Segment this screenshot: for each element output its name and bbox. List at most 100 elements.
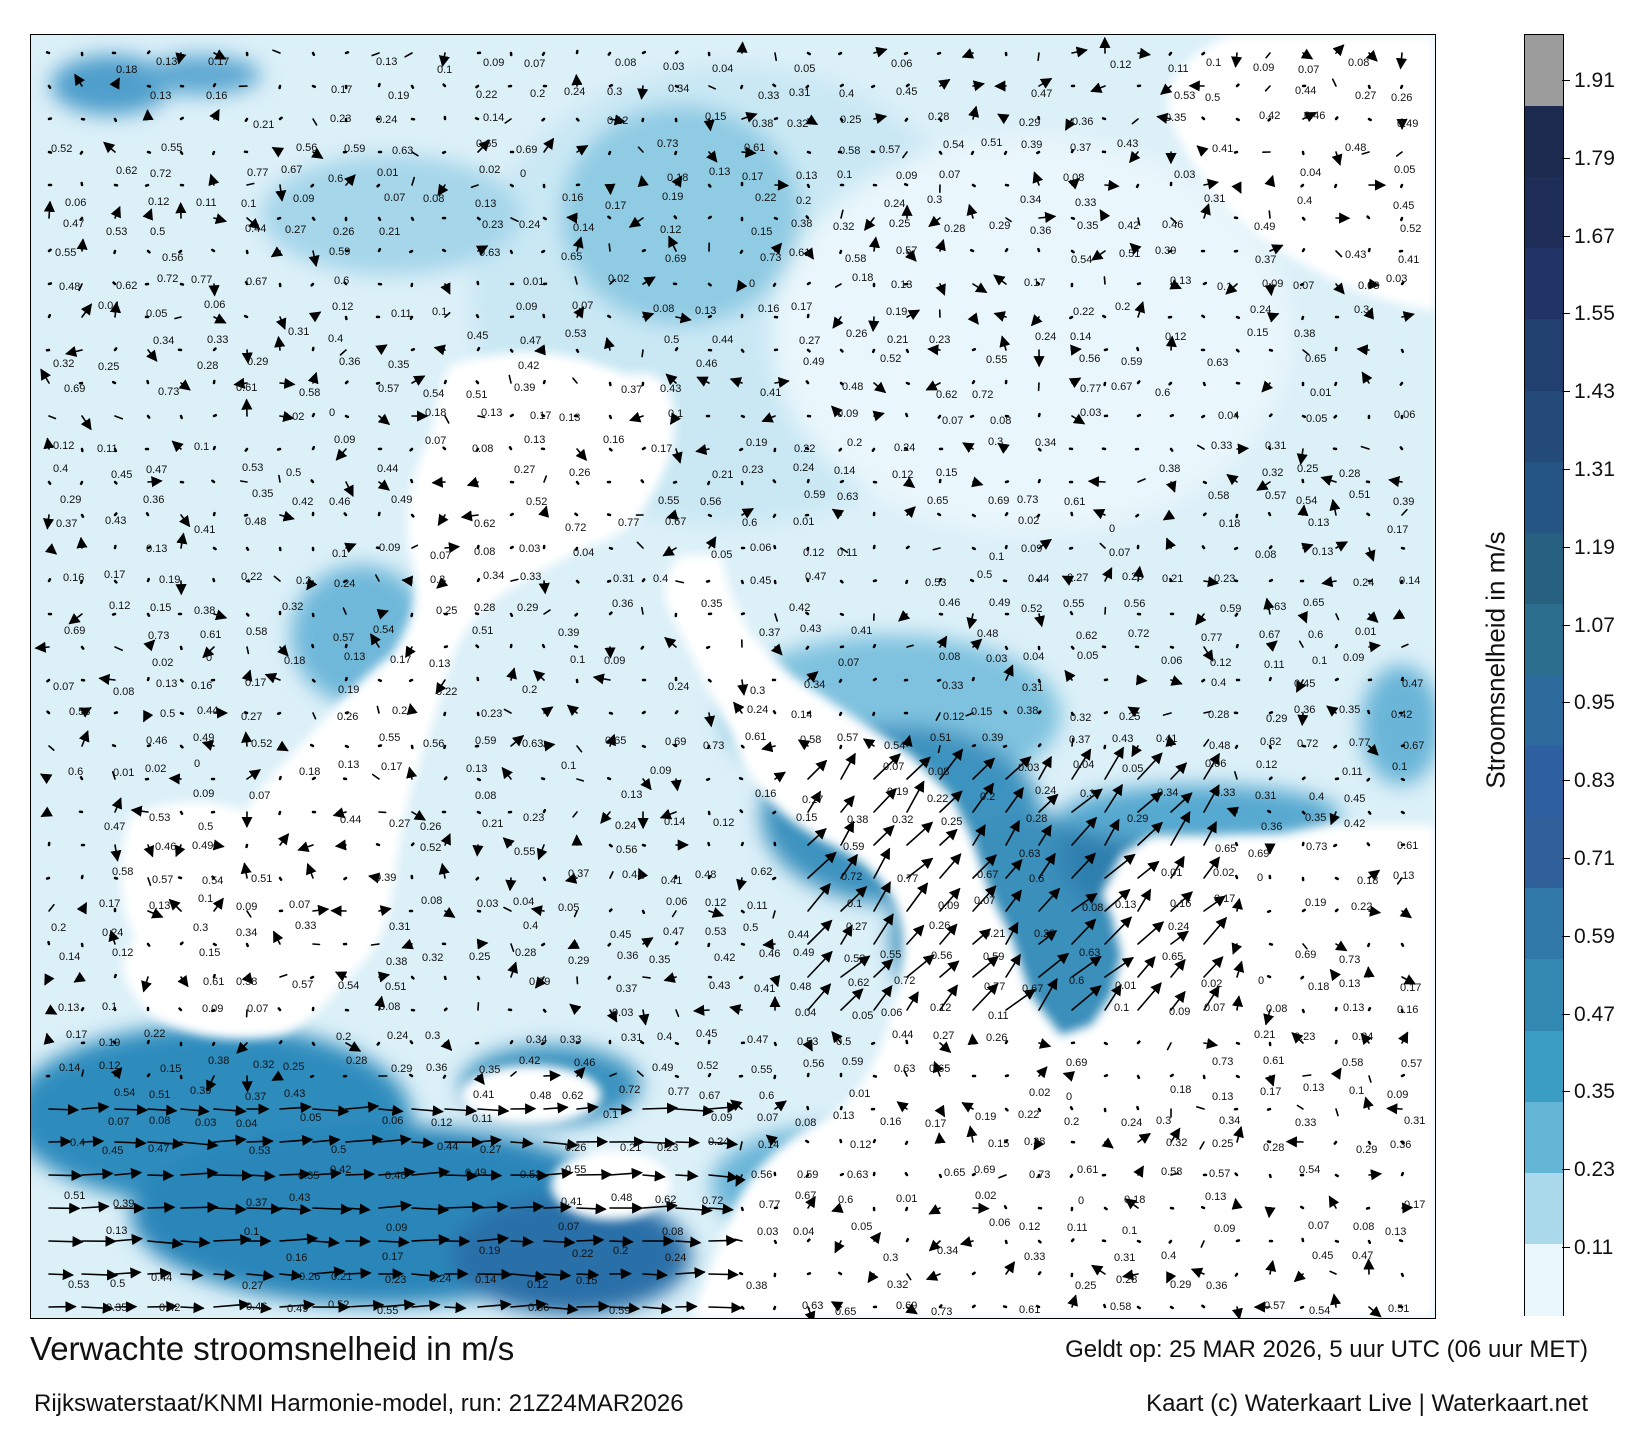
current-speed-label: 0.06 bbox=[1205, 758, 1226, 770]
current-arrow bbox=[241, 669, 253, 682]
current-arrow bbox=[1037, 710, 1042, 715]
current-arrow bbox=[1264, 1074, 1276, 1087]
current-arrow bbox=[213, 1203, 247, 1215]
current-speed-label: 0.25 bbox=[1297, 463, 1318, 475]
current-arrow bbox=[839, 479, 845, 484]
current-speed-label: 0.41 bbox=[194, 524, 215, 536]
current-arrow bbox=[443, 1007, 448, 1012]
current-speed-label: 0.32 bbox=[833, 221, 854, 233]
current-arrow bbox=[971, 676, 975, 682]
current-speed-label: 0.18 bbox=[852, 272, 873, 284]
current-speed-label: 0.57 bbox=[837, 732, 858, 744]
current-speed-label: 0.23 bbox=[385, 1274, 406, 1286]
current-arrow bbox=[797, 739, 811, 751]
current-arrow bbox=[607, 942, 612, 947]
current-arrow bbox=[79, 579, 84, 585]
current-speed-label: 0.37 bbox=[568, 868, 589, 880]
current-arrow bbox=[871, 447, 876, 452]
current-arrow bbox=[972, 80, 985, 92]
current-arrow bbox=[1256, 480, 1271, 491]
current-arrow bbox=[212, 445, 216, 451]
current-speed-label: 0.42 bbox=[1118, 220, 1139, 232]
current-arrow bbox=[371, 773, 380, 780]
current-arrow bbox=[1367, 1239, 1372, 1245]
current-speed-label: 0.34 bbox=[483, 570, 504, 582]
current-arrow bbox=[1233, 150, 1239, 154]
current-speed-label: 0.5 bbox=[331, 1144, 346, 1156]
current-arrow bbox=[608, 843, 613, 848]
current-arrow bbox=[213, 609, 228, 621]
current-speed-label: 0.24 bbox=[894, 442, 915, 454]
current-speed-label: 0.02 bbox=[1018, 515, 1039, 527]
current-arrow bbox=[971, 183, 976, 188]
current-arrow bbox=[1330, 1293, 1342, 1308]
current-speed-label: 0.32 bbox=[253, 1059, 274, 1071]
current-speed-label: 0.03 bbox=[1386, 273, 1407, 285]
current-speed-label: 0.59 bbox=[1121, 356, 1142, 368]
current-arrow bbox=[1399, 84, 1404, 90]
current-arrow bbox=[1203, 752, 1220, 780]
current-arrow bbox=[477, 1268, 513, 1281]
current-arrow bbox=[501, 766, 513, 780]
current-arrow bbox=[437, 183, 449, 197]
current-speed-map[interactable]: 0.18 0.13 0.17 0.13 0.1 0.09 0.07 0.08 0.03 0.04 0… bbox=[30, 34, 1436, 1319]
current-arrow bbox=[1235, 1074, 1240, 1079]
current-arrow bbox=[670, 778, 682, 792]
current-speed-label: 0 bbox=[329, 407, 335, 419]
current-arrow bbox=[475, 245, 489, 256]
current-arrow bbox=[444, 542, 461, 554]
current-arrow bbox=[693, 1004, 710, 1016]
current-arrow bbox=[675, 1105, 715, 1117]
current-arrow bbox=[608, 908, 613, 913]
current-speed-label: 0.26 bbox=[565, 1142, 586, 1154]
current-arrow bbox=[1203, 985, 1220, 1011]
current-speed-label: 0.1 bbox=[194, 441, 209, 453]
current-arrow bbox=[344, 676, 348, 682]
current-arrow bbox=[79, 776, 84, 781]
current-speed-label: 0.32 bbox=[282, 601, 303, 613]
current-arrow bbox=[575, 117, 580, 122]
current-speed-label: 0.24 bbox=[1121, 1117, 1142, 1129]
current-arrow bbox=[1203, 821, 1217, 846]
current-arrow bbox=[932, 1060, 944, 1077]
current-arrow bbox=[111, 612, 117, 616]
current-speed-label: 0.48 bbox=[245, 516, 266, 528]
current-arrow bbox=[444, 1104, 478, 1116]
current-arrow bbox=[971, 1172, 976, 1177]
current-speed-label: 0.19 bbox=[746, 437, 767, 449]
current-speed-label: 0.59 bbox=[344, 143, 365, 155]
current-speed-label: 0.59 bbox=[329, 246, 350, 258]
current-speed-label: 0.19 bbox=[662, 191, 683, 203]
current-arrow bbox=[1301, 908, 1306, 913]
current-speed-label: 0.09 bbox=[711, 1112, 732, 1124]
current-arrow bbox=[312, 118, 318, 126]
current-arrow bbox=[1004, 512, 1009, 517]
current-arrow bbox=[541, 117, 546, 122]
current-arrow bbox=[1400, 579, 1404, 585]
current-arrow bbox=[477, 1104, 510, 1116]
current-speed-label: 0.4 bbox=[657, 1031, 672, 1043]
current-arrow bbox=[376, 183, 381, 188]
current-speed-label: 0.09 bbox=[236, 901, 257, 913]
current-speed-label: 0.72 bbox=[972, 389, 993, 401]
current-arrow bbox=[873, 46, 888, 58]
current-speed-label: 0.35 bbox=[106, 1302, 127, 1314]
current-arrow bbox=[1037, 247, 1041, 253]
current-speed-label: 0.13 bbox=[344, 651, 365, 663]
current-speed-label: 0.05 bbox=[1306, 413, 1327, 425]
current-arrow bbox=[1263, 597, 1275, 615]
current-speed-label: 0.56 bbox=[528, 1302, 549, 1314]
current-arrow bbox=[772, 479, 777, 484]
current-arrow bbox=[1132, 565, 1145, 582]
current-arrow bbox=[1400, 546, 1406, 550]
current-arrow bbox=[772, 282, 777, 287]
current-arrow bbox=[236, 1041, 249, 1054]
current-speed-label: 0.18 bbox=[299, 766, 320, 778]
current-arrow bbox=[1302, 943, 1308, 950]
current-speed-label: 0.17 bbox=[104, 569, 125, 581]
current-arrow bbox=[113, 447, 117, 453]
current-speed-label: 0.58 bbox=[112, 866, 133, 878]
current-arrow bbox=[1329, 968, 1342, 982]
current-arrow bbox=[79, 480, 84, 486]
current-speed-label: 0.14 bbox=[1399, 575, 1420, 587]
